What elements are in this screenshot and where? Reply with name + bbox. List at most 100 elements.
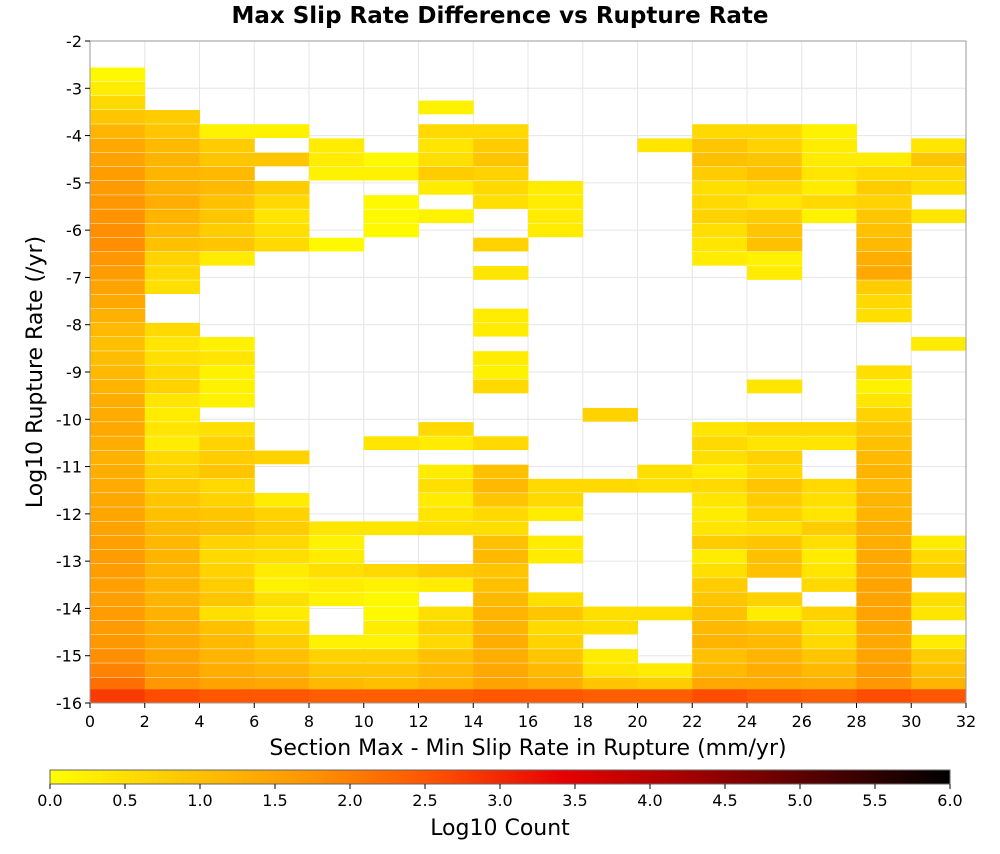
- heatmap-cell: [199, 436, 255, 451]
- heatmap-cell: [199, 223, 255, 238]
- y-axis-label: Log10 Rupture Rate (/yr): [23, 236, 48, 508]
- heatmap-cell: [363, 166, 419, 181]
- heatmap-cell: [747, 620, 803, 635]
- heatmap-cell: [801, 578, 857, 592]
- heatmap-cell: [747, 535, 803, 550]
- heatmap-cell: [199, 535, 255, 550]
- heatmap-cell: [856, 634, 912, 649]
- heatmap-cell: [90, 195, 146, 209]
- x-tick-label: 8: [304, 712, 314, 731]
- heatmap-cell: [473, 649, 529, 663]
- heatmap-cell: [199, 464, 255, 479]
- heatmap-cell: [911, 337, 967, 351]
- x-tick-label: 12: [408, 712, 428, 731]
- heatmap-cell: [90, 464, 146, 479]
- heatmap-cell: [473, 152, 529, 167]
- chart-title: Max Slip Rate Difference vs Rupture Rate: [231, 3, 768, 29]
- heatmap-cell: [90, 365, 146, 380]
- heatmap-cell: [692, 464, 748, 479]
- heatmap-cell: [90, 110, 146, 124]
- heatmap-cell: [911, 592, 967, 607]
- y-tick-label: -9: [66, 363, 82, 382]
- heatmap-cell: [856, 677, 912, 692]
- x-tick-label: 20: [627, 712, 647, 731]
- heatmap-cell: [199, 393, 255, 408]
- heatmap-cell: [692, 166, 748, 181]
- heatmap-cell: [856, 549, 912, 564]
- heatmap-cell: [856, 195, 912, 209]
- heatmap-cell: [473, 663, 529, 678]
- heatmap-cell: [144, 280, 200, 295]
- heatmap-cell: [856, 280, 912, 295]
- heatmap-cell: [528, 663, 584, 678]
- heatmap-cell: [254, 152, 310, 167]
- x-tick-label: 6: [249, 712, 259, 731]
- x-tick-label: 14: [463, 712, 483, 731]
- heatmap-cell: [473, 266, 529, 280]
- heatmap-cell: [747, 266, 803, 280]
- heatmap-cell: [418, 180, 474, 195]
- heatmap-cell: [692, 251, 748, 266]
- heatmap-cell: [801, 138, 857, 153]
- heatmap-cell: [144, 578, 200, 592]
- heatmap-cell: [363, 592, 419, 607]
- heatmap-cell: [199, 365, 255, 380]
- heatmap-cell: [582, 407, 638, 422]
- y-tick-label: -3: [66, 79, 82, 98]
- heatmap-cell: [309, 138, 365, 153]
- heatmap-cell: [801, 493, 857, 507]
- heatmap-cell: [801, 209, 857, 224]
- heatmap-cell: [309, 237, 365, 252]
- heatmap-cell: [692, 195, 748, 209]
- heatmap-cell: [90, 351, 146, 365]
- heatmap-cell: [692, 521, 748, 536]
- heatmap-cell: [309, 634, 365, 649]
- heatmap-cell: [363, 606, 419, 621]
- heatmap-cell: [801, 649, 857, 663]
- heatmap-cell: [856, 294, 912, 309]
- heatmap-cell: [254, 677, 310, 692]
- heatmap-cell: [90, 407, 146, 422]
- colorbar-tick-label: 3.5: [562, 791, 587, 810]
- heatmap-cell: [418, 138, 474, 153]
- heatmap-cell: [90, 563, 146, 578]
- heatmap-cell: [90, 521, 146, 536]
- heatmap-cell: [801, 507, 857, 521]
- heatmap-cell: [418, 152, 474, 167]
- heatmap-cell: [418, 689, 474, 704]
- y-tick-label: -16: [56, 694, 82, 713]
- heatmap-cell: [144, 549, 200, 564]
- heatmap-cell: [199, 422, 255, 436]
- heatmap-cell: [199, 521, 255, 536]
- heatmap-cell: [747, 138, 803, 153]
- heatmap-cell: [144, 436, 200, 451]
- heatmap-cell: [637, 464, 693, 479]
- heatmap-cell: [856, 649, 912, 663]
- heatmap-cell: [90, 322, 146, 337]
- heatmap-cell: [747, 689, 803, 704]
- heatmap-cell: [144, 620, 200, 635]
- heatmap-cell: [473, 436, 529, 451]
- heatmap-cell: [90, 478, 146, 493]
- heatmap-cell: [199, 152, 255, 167]
- heatmap-cell: [856, 422, 912, 436]
- heatmap-cell: [254, 549, 310, 564]
- heatmap-cell: [309, 578, 365, 592]
- heatmap-cell: [856, 365, 912, 380]
- colorbar: [49, 769, 951, 785]
- heatmap-cell: [473, 507, 529, 521]
- y-tick-label: -15: [56, 647, 82, 666]
- heatmap-cell: [144, 535, 200, 550]
- heatmap-cell: [473, 308, 529, 323]
- heatmap-cell: [747, 180, 803, 195]
- heatmap-cell: [90, 280, 146, 295]
- heatmap-cell: [801, 663, 857, 678]
- heatmap-cell: [747, 478, 803, 493]
- heatmap-cell: [856, 606, 912, 621]
- heatmap-cell: [528, 549, 584, 564]
- heatmap-cell: [582, 677, 638, 692]
- heatmap-cell: [199, 251, 255, 266]
- heatmap-cell: [528, 620, 584, 635]
- heatmap-cell: [473, 464, 529, 479]
